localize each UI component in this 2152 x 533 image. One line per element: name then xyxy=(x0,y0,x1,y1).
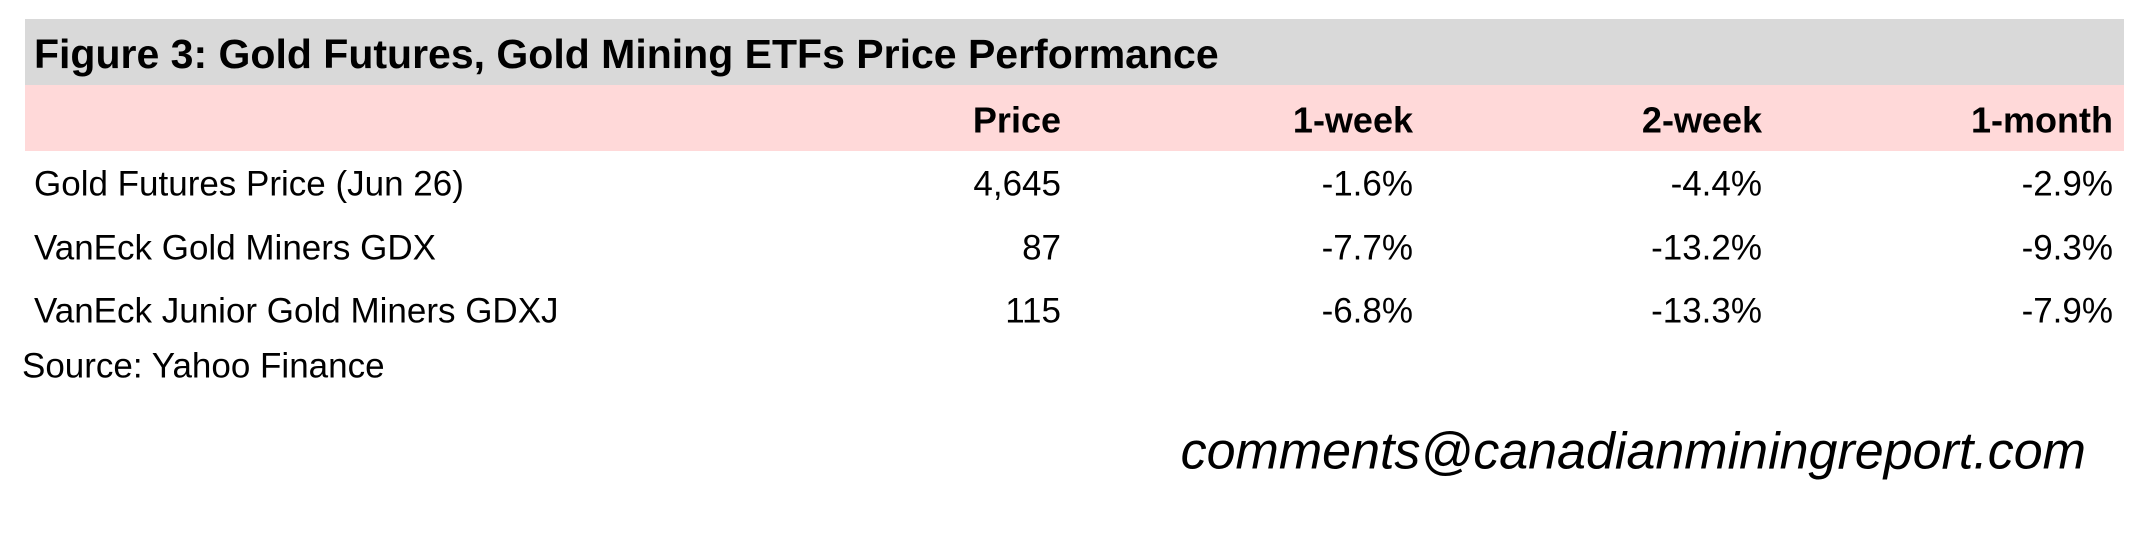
table-cell: -13.3% xyxy=(1651,291,1762,330)
column-header: 1-month xyxy=(1971,100,2113,141)
title-bar xyxy=(25,19,2124,85)
row-label: Gold Futures Price (Jun 26) xyxy=(34,164,464,203)
table-cell: -9.3% xyxy=(2022,228,2113,267)
table-cell: -13.2% xyxy=(1651,228,1762,267)
table-cell: -4.4% xyxy=(1671,164,1762,203)
table-cell: -1.6% xyxy=(1322,164,1413,203)
table-cell: 4,645 xyxy=(973,164,1061,203)
table-cell: -2.9% xyxy=(2022,164,2113,203)
contact-email: comments@canadianminingreport.com xyxy=(1181,423,2086,481)
source-note: Source: Yahoo Finance xyxy=(22,346,385,385)
table-cell: -7.9% xyxy=(2022,291,2113,330)
table-cell: -6.8% xyxy=(1322,291,1413,330)
column-header: Price xyxy=(973,100,1061,141)
column-header: 1-week xyxy=(1293,100,1414,141)
table-cell: 115 xyxy=(1005,291,1061,330)
table-cell: 87 xyxy=(1022,228,1061,267)
row-label: VanEck Junior Gold Miners GDXJ xyxy=(34,291,559,330)
row-label: VanEck Gold Miners GDX xyxy=(34,228,436,267)
header-bar xyxy=(25,85,2124,151)
table-title: Figure 3: Gold Futures, Gold Mining ETFs… xyxy=(34,31,1219,77)
column-header: 2-week xyxy=(1642,100,1763,141)
table-cell: -7.7% xyxy=(1322,228,1413,267)
